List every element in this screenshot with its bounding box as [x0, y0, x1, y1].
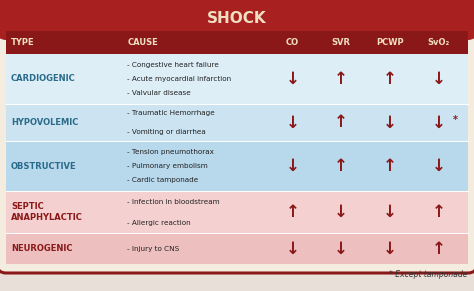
Text: - Valvular disease: - Valvular disease: [128, 90, 191, 96]
Text: - Vomiting or diarrhea: - Vomiting or diarrhea: [128, 129, 206, 134]
Text: - Traumatic Hemorrhage: - Traumatic Hemorrhage: [128, 110, 215, 116]
Text: - Allergic reaction: - Allergic reaction: [128, 220, 191, 226]
Text: ↓: ↓: [285, 239, 300, 258]
Text: - Acute myocardial infarction: - Acute myocardial infarction: [128, 76, 232, 82]
Text: - Tension pneumothorax: - Tension pneumothorax: [128, 149, 214, 155]
Bar: [6, 233, 468, 264]
Bar: [6, 104, 468, 141]
Text: PCWP: PCWP: [376, 38, 404, 47]
Text: - Pulmonary embolism: - Pulmonary embolism: [128, 163, 208, 169]
Text: - Cardic tamponade: - Cardic tamponade: [128, 177, 199, 183]
Text: ↑: ↑: [383, 70, 397, 88]
Text: HYPOVOLEMIC: HYPOVOLEMIC: [11, 118, 78, 127]
Text: - Injury to CNS: - Injury to CNS: [128, 246, 180, 252]
Text: TYPE: TYPE: [11, 38, 35, 47]
FancyBboxPatch shape: [0, 0, 474, 40]
Text: NEUROGENIC: NEUROGENIC: [11, 244, 73, 253]
Bar: [6, 19, 468, 31]
Text: ↓: ↓: [285, 70, 300, 88]
Text: ↓: ↓: [334, 239, 348, 258]
Text: ↑: ↑: [334, 113, 348, 132]
Text: CARDIOGENIC: CARDIOGENIC: [11, 74, 76, 84]
Bar: [6, 191, 468, 233]
Text: ↑: ↑: [383, 157, 397, 175]
Text: ↓: ↓: [383, 239, 397, 258]
Text: ↑: ↑: [334, 157, 348, 175]
Text: CO: CO: [286, 38, 299, 47]
Text: ↑: ↑: [285, 203, 300, 221]
Text: - Infection in bloodstream: - Infection in bloodstream: [128, 199, 220, 205]
Text: ↓: ↓: [285, 113, 300, 132]
Text: OBSTRUCTIVE: OBSTRUCTIVE: [11, 162, 77, 171]
Text: ↓: ↓: [432, 113, 446, 132]
Text: ↓: ↓: [383, 113, 397, 132]
Text: ↓: ↓: [334, 203, 348, 221]
Text: ↑: ↑: [432, 203, 446, 221]
Text: * Except tamponade: * Except tamponade: [390, 270, 468, 279]
Bar: [6, 31, 468, 54]
Text: ↑: ↑: [334, 70, 348, 88]
Text: - Congestive heart failure: - Congestive heart failure: [128, 62, 219, 68]
Text: ↓: ↓: [432, 70, 446, 88]
Text: SvO₂: SvO₂: [428, 38, 450, 47]
FancyBboxPatch shape: [0, 0, 474, 273]
Text: SEPTIC
ANAPHYLACTIC: SEPTIC ANAPHYLACTIC: [11, 202, 83, 222]
Bar: [6, 54, 468, 104]
Text: ↓: ↓: [285, 157, 300, 175]
Text: SVR: SVR: [331, 38, 350, 47]
Text: ↓: ↓: [383, 203, 397, 221]
Text: ↑: ↑: [432, 239, 446, 258]
Bar: [6, 141, 468, 191]
Text: ↓: ↓: [432, 157, 446, 175]
Text: CAUSE: CAUSE: [128, 38, 158, 47]
Text: *: *: [453, 116, 458, 125]
Text: SHOCK: SHOCK: [207, 10, 267, 26]
